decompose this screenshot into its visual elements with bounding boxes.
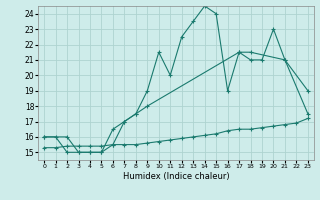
X-axis label: Humidex (Indice chaleur): Humidex (Indice chaleur) xyxy=(123,172,229,181)
